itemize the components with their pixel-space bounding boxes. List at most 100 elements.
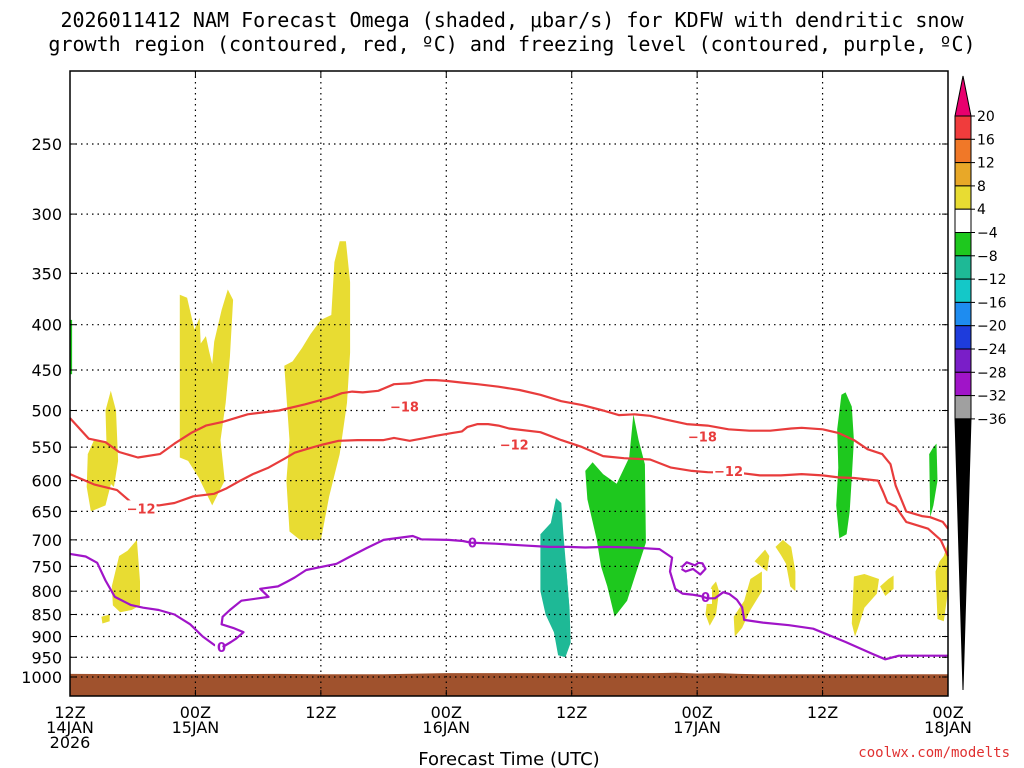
y-tick-label-450: 450 <box>31 361 62 380</box>
x-tick-label-0-2: 2026 <box>50 733 91 752</box>
y-tick-label-650: 650 <box>31 502 62 521</box>
colorbar-label-5: −4 <box>977 226 998 242</box>
x-tick-label-36-1: 16JAN <box>422 718 470 737</box>
colorbar-swatch-11 <box>954 348 972 373</box>
colorbar-label-0: 20 <box>977 109 995 125</box>
freezing-level-contour-2 <box>69 552 221 649</box>
colorbar-swatch-2 <box>954 138 972 164</box>
colorbar-bottom-arrow <box>954 418 972 691</box>
colorbar-swatch-8 <box>954 278 972 303</box>
x-tick-label-12-1: 15JAN <box>172 718 220 737</box>
freezing-level-contour-4 <box>680 561 707 576</box>
credit-text: coolwx.com/modelts <box>858 745 1010 761</box>
omega-region-positive-14 <box>851 574 879 637</box>
omega-region-core <box>549 534 570 639</box>
contour-label-bg-1-2 <box>125 500 157 516</box>
x-tick-label-60-0: 00Z <box>681 703 712 722</box>
plot-area: −18−18−12−12−120002503003504004505005506… <box>21 70 972 752</box>
dgz-contour-0 <box>69 379 949 530</box>
colorbar-swatch-1 <box>954 115 972 140</box>
plot-frame <box>69 70 949 697</box>
colorbar-swatch-7 <box>954 255 972 280</box>
contour-label-bg-2-0 <box>215 639 229 655</box>
colorbar-label-2: 12 <box>977 156 995 172</box>
y-tick-label-250: 250 <box>31 135 62 154</box>
y-tick-label-1000: 1000 <box>21 668 62 687</box>
y-tick-label-600: 600 <box>31 472 62 491</box>
contour-label-bg-2-2 <box>699 588 713 604</box>
colorbar-label-9: −20 <box>977 319 1007 335</box>
y-tick-label-300: 300 <box>31 205 62 224</box>
dgz-contour-1 <box>69 423 950 557</box>
contour-label-2-1: 0 <box>468 537 477 552</box>
omega-region-negative-16 <box>929 443 938 518</box>
x-tick-label-48-0: 12Z <box>556 703 587 722</box>
y-tick-label-500: 500 <box>31 402 62 421</box>
y-tick-label-850: 850 <box>31 606 62 625</box>
x-tick-label-12-0: 00Z <box>180 703 211 722</box>
colorbar-label-8: −16 <box>977 295 1007 311</box>
y-tick-label-950: 950 <box>31 648 62 667</box>
y-tick-label-700: 700 <box>31 531 62 550</box>
omega-region-positive-3 <box>111 539 140 613</box>
colorbar-swatch-3 <box>954 162 972 187</box>
x-tick-label-0-1: 14JAN <box>46 718 94 737</box>
contour-label-1-1: −12 <box>714 465 743 480</box>
contour-label-0-1: −18 <box>688 431 717 446</box>
colorbar-label-1: 16 <box>977 132 995 148</box>
contour-label-bg-1-0 <box>498 436 530 452</box>
colorbar-label-12: −32 <box>977 389 1007 405</box>
omega-region-positive-11 <box>754 549 770 572</box>
contour-label-bg-0-0 <box>388 398 420 414</box>
colorbar-swatch-12 <box>954 371 972 397</box>
x-tick-label-84-0: 00Z <box>932 703 963 722</box>
contour-label-bg-0-1 <box>686 428 718 444</box>
colorbar-label-3: 8 <box>977 179 986 195</box>
contour-label-0-0: −18 <box>390 401 419 416</box>
contour-label-bg-1-1 <box>713 462 744 478</box>
colorbar-top-arrow <box>954 75 972 117</box>
terrain-band <box>70 672 948 696</box>
x-tick-label-24-0: 12Z <box>305 703 336 722</box>
omega-region-positive-6 <box>284 241 351 540</box>
contour-label-1-0: −12 <box>500 438 529 453</box>
colorbar-label-11: −28 <box>977 365 1007 381</box>
chart-title-line-1: 2026011412 NAM Forecast Omega (shaded, μ… <box>60 8 964 32</box>
omega-region-positive-2 <box>105 390 119 487</box>
omega-region-positive-1 <box>86 440 112 512</box>
x-tick-label-60-1: 17JAN <box>673 718 721 737</box>
colorbar-swatch-9 <box>954 301 972 327</box>
colorbar-label-7: −12 <box>977 272 1007 288</box>
contour-label-2-0: 0 <box>217 641 226 656</box>
y-tick-label-900: 900 <box>31 627 62 646</box>
colorbar-swatch-13 <box>954 395 972 420</box>
y-tick-label-750: 750 <box>31 557 62 576</box>
y-tick-label-550: 550 <box>31 438 62 457</box>
omega-region-negative-13 <box>836 392 854 539</box>
colorbar-label-13: −36 <box>977 412 1007 428</box>
colorbar-swatch-4 <box>954 185 972 210</box>
x-tick-label-0-0: 12Z <box>54 703 85 722</box>
x-tick-label-84-1: 18JAN <box>924 718 972 737</box>
omega-region-negative-8 <box>585 414 646 617</box>
y-tick-label-800: 800 <box>31 582 62 601</box>
freezing-level-contour-3 <box>220 534 948 661</box>
colorbar: 20 16 12 8 4 −4 −8 −12 −16 −20 −24 −28 −32 −36 <box>954 75 1007 691</box>
omega-region-positive-5 <box>179 289 234 506</box>
colorbar-label-6: −8 <box>977 249 998 265</box>
omega-region-positive-12 <box>775 539 796 592</box>
y-tick-label-400: 400 <box>31 316 62 335</box>
omega-region-positive-4 <box>101 614 110 624</box>
colorbar-label-10: −24 <box>977 342 1007 358</box>
x-tick-label-36-0: 00Z <box>431 703 462 722</box>
x-axis-label: Forecast Time (UTC) <box>418 749 599 768</box>
colorbar-swatch-6 <box>954 232 972 257</box>
contour-label-1-2: −12 <box>127 502 156 517</box>
y-tick-label-350: 350 <box>31 264 62 283</box>
omega-region-positive-10 <box>733 571 762 637</box>
omega-region-positive-17 <box>935 542 948 622</box>
omega-region-positive-15 <box>880 575 894 596</box>
colorbar-label-4: 4 <box>977 202 986 218</box>
colorbar-swatch-10 <box>954 325 972 350</box>
